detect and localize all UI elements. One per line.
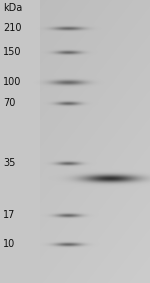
Text: 100: 100 bbox=[3, 77, 21, 87]
Text: 10: 10 bbox=[3, 239, 15, 249]
Text: 17: 17 bbox=[3, 210, 15, 220]
Text: 150: 150 bbox=[3, 47, 21, 57]
Text: 70: 70 bbox=[3, 98, 15, 108]
Text: 35: 35 bbox=[3, 158, 15, 168]
Text: kDa: kDa bbox=[3, 3, 22, 13]
Text: 210: 210 bbox=[3, 23, 21, 33]
